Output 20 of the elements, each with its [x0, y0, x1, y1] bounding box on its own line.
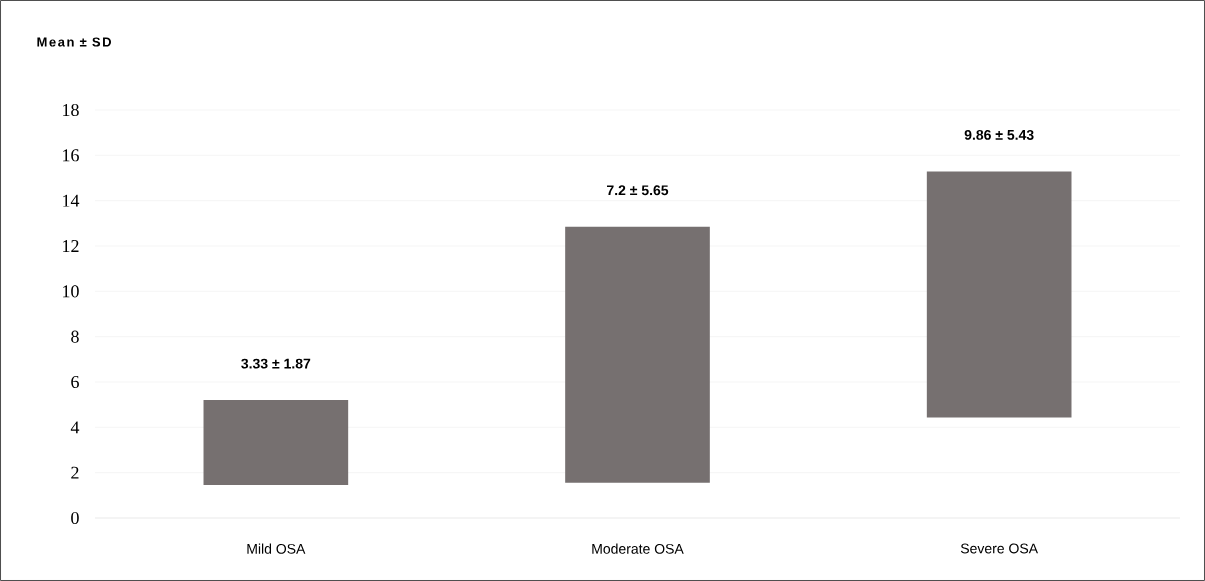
chart-title: Mean ± SD — [37, 37, 111, 47]
bar — [565, 226, 710, 483]
annotation: 7.2 ± 5.65 — [607, 185, 669, 196]
y-tick-label: 12 — [63, 240, 79, 252]
y-tick-label: 0 — [71, 511, 79, 525]
annotation: 3.33 ± 1.87 — [241, 358, 311, 369]
x-tick-label: Moderate OSA — [592, 543, 684, 554]
y-tick-label: 4 — [70, 421, 80, 434]
x-tick-label: Severe OSA — [960, 543, 1039, 554]
y-tick-label: 10 — [63, 285, 79, 298]
y-tick-label: 2 — [71, 466, 79, 479]
y-tick-label: 16 — [63, 149, 79, 162]
y-tick-label: 18 — [63, 103, 79, 117]
y-tick-label: 14 — [63, 194, 80, 207]
bar — [203, 400, 349, 485]
y-tick-label: 6 — [71, 375, 79, 389]
x-tick-label: Mild OSA — [247, 543, 306, 554]
bar — [926, 171, 1072, 418]
annotation: 9.86 ± 5.43 — [964, 129, 1034, 140]
y-tick-label: 8 — [71, 330, 79, 343]
